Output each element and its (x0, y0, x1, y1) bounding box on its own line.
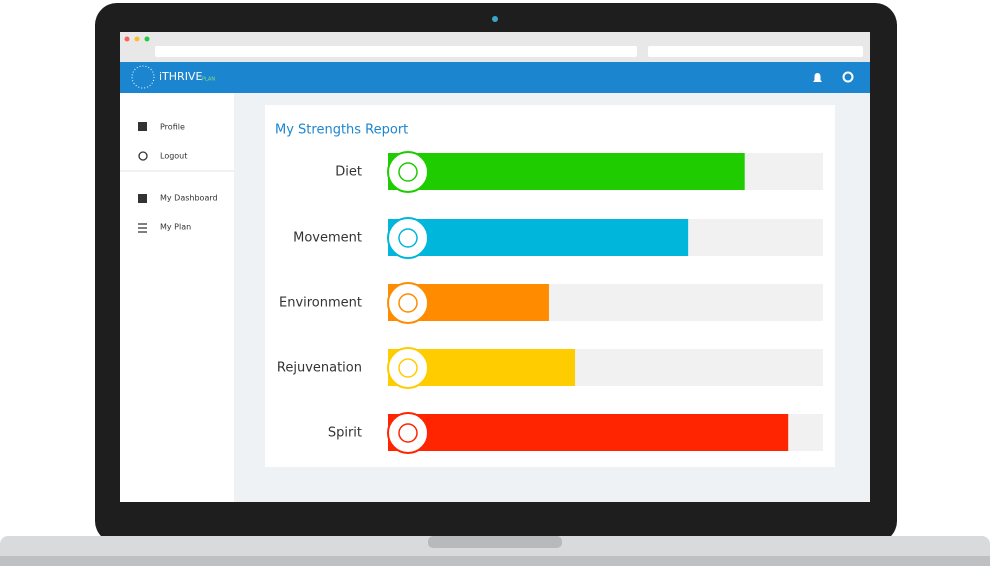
window-close[interactable] (124, 36, 130, 42)
category-icon-glyph (398, 358, 418, 378)
category-label: Spirit (328, 426, 362, 441)
menu-item[interactable]: My Plan (160, 223, 191, 232)
menu-item[interactable]: Logout (160, 152, 187, 161)
category-label: Movement (293, 231, 362, 246)
window-maximize[interactable] (144, 36, 150, 42)
power-icon[interactable] (842, 71, 854, 83)
plan-icon (138, 223, 147, 233)
bar (388, 414, 789, 451)
laptop-notch (428, 536, 562, 548)
category-label: Rejuvenation (277, 361, 362, 376)
category-icon (387, 412, 429, 454)
category-icon (387, 347, 429, 389)
chart-title: My Strengths Report (275, 123, 408, 138)
search-bar[interactable] (648, 46, 863, 57)
bar (388, 153, 745, 190)
brand: iTHRIVE (159, 70, 202, 83)
menu-item[interactable]: Profile (160, 123, 185, 132)
category-icon (387, 282, 429, 324)
dashboard-icon (138, 194, 147, 203)
brand-suffix: PLAN (202, 77, 215, 83)
category-icon-glyph (398, 293, 418, 313)
category-icon-glyph (398, 162, 418, 182)
logout-icon (138, 151, 148, 161)
category-icon-glyph (398, 228, 418, 248)
app-header (120, 62, 870, 93)
brand-logo (131, 65, 155, 89)
category-label: Environment (279, 296, 362, 311)
bar (388, 219, 689, 256)
category-icon-glyph (398, 423, 418, 443)
menu-item[interactable]: My Dashboard (160, 194, 218, 203)
sidebar (120, 93, 234, 502)
window-minimize[interactable] (134, 36, 140, 42)
camera (492, 16, 498, 22)
category-label: Diet (335, 165, 362, 180)
category-icon (387, 217, 429, 259)
category-icon (387, 151, 429, 193)
laptop-base-edge (0, 556, 990, 566)
profile-icon (138, 122, 147, 131)
notification-icon[interactable] (813, 73, 822, 82)
address-bar[interactable] (155, 46, 637, 57)
